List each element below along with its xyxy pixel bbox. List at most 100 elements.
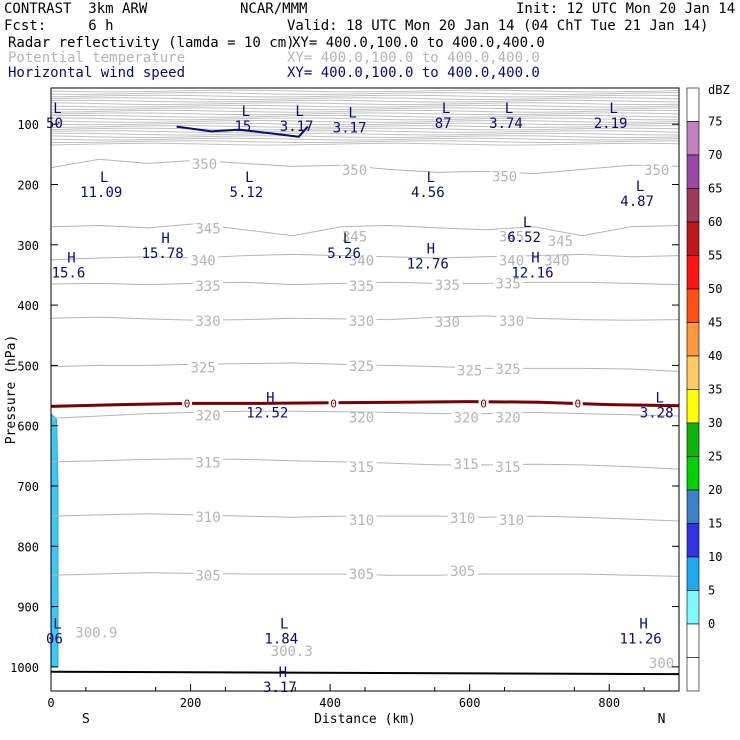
init-time: Init: 12 UTC Mon 20 Jan 14 xyxy=(516,1,736,17)
theta-label-bg xyxy=(489,171,520,185)
extremum-letter: L xyxy=(609,101,617,117)
theta-label: 345 xyxy=(342,230,367,246)
colorbar-level-label: 60 xyxy=(708,215,722,229)
extremum-value: 06 xyxy=(46,632,63,648)
extremum-letter: L xyxy=(348,105,356,121)
theta-label-bg xyxy=(339,231,370,245)
theta-label: 310 xyxy=(195,510,220,526)
theta-label: 350 xyxy=(492,169,517,185)
theta-label-bg xyxy=(193,457,223,471)
forecast-hour: Fcst: 6 h xyxy=(4,18,114,34)
colorbar-level-label: 5 xyxy=(708,584,715,598)
theta-label: 335 xyxy=(195,279,220,295)
theta-label-bg xyxy=(193,410,223,424)
wind-speed-contour xyxy=(176,125,309,138)
colorbar-bin xyxy=(686,255,700,290)
colorbar-bin xyxy=(686,523,700,558)
zero-label: 0 xyxy=(575,397,582,410)
theta-label: 325 xyxy=(495,362,520,378)
colorbar-bin xyxy=(686,188,700,223)
theta-label: 305 xyxy=(450,564,475,580)
theta-label: 325 xyxy=(457,363,482,379)
y-tick-label: 100 xyxy=(17,118,39,132)
theta-label: 315 xyxy=(349,460,374,476)
theta-label-bg xyxy=(545,235,576,249)
theta-label-bg xyxy=(432,317,463,331)
theta-label-bg xyxy=(496,514,527,528)
theta-label-bg xyxy=(339,165,370,179)
theta-label: 300.3 xyxy=(271,644,313,660)
extremum-value: 6.52 xyxy=(507,230,541,246)
extremum-value: 15 xyxy=(234,119,251,135)
theta-label: 315 xyxy=(495,460,520,476)
theta-label-bg xyxy=(346,315,377,329)
colorbar-level-label: 50 xyxy=(708,282,722,296)
extremum-letter: L xyxy=(295,104,303,120)
theta-label-bg xyxy=(641,165,672,179)
theta-label: 310 xyxy=(499,513,524,529)
y-axis-label: Pressure (hPa) xyxy=(4,335,19,445)
theta-upper-line xyxy=(51,132,679,136)
colorbar-level-label: 0 xyxy=(708,617,715,631)
colorbar-bin xyxy=(686,121,700,156)
theta-upper-line xyxy=(51,142,679,146)
theta-upper-line xyxy=(51,119,679,123)
theta-label: 330 xyxy=(435,315,460,331)
extremum-value: 3.17 xyxy=(333,120,367,136)
theta-label: 345 xyxy=(548,234,573,250)
theta-upper-line xyxy=(51,117,679,121)
theta-label: 330 xyxy=(499,314,524,330)
theta-label-bg xyxy=(346,412,377,426)
zero-label: 0 xyxy=(330,397,337,410)
y-tick-label: 700 xyxy=(17,480,39,494)
theta-label: 350 xyxy=(342,163,367,179)
theta-upper-line xyxy=(51,107,679,111)
colorbar-level-label: 25 xyxy=(708,450,722,464)
y-tick-label: 800 xyxy=(17,540,39,554)
extremum-letter: H xyxy=(279,665,287,681)
theta-label-bg xyxy=(268,645,316,659)
valid-time: Valid: 18 UTC Mon 20 Jan 14 (04 ChT Tue … xyxy=(287,18,709,34)
theta-upper-line xyxy=(51,135,679,139)
theta-label: 340 xyxy=(499,254,524,270)
theta-label: 320 xyxy=(195,409,220,425)
zero-label-bg xyxy=(182,397,193,410)
theta-label-bg xyxy=(188,362,219,376)
field-name-reflectivity: Radar reflectivity (lamda = 10 cm) xyxy=(8,35,295,51)
theta-label: 350 xyxy=(192,157,217,173)
theta-label-bg xyxy=(451,412,482,426)
theta-upper-line xyxy=(51,125,679,128)
theta-upper-line xyxy=(51,104,679,108)
colorbar-level-label: 45 xyxy=(708,316,722,330)
extremum-value: 87 xyxy=(435,116,452,132)
theta-contour-345 xyxy=(51,223,679,237)
theta-label-bg xyxy=(189,159,220,173)
x-tick-label: 0 xyxy=(47,696,54,710)
field-xy-wind: XY= 400.0,100.0 to 400.0,400.0 xyxy=(287,65,540,81)
extremum-letter: L xyxy=(505,101,513,117)
colorbar-bin xyxy=(686,221,700,256)
theta-label-bg xyxy=(346,569,377,583)
extremum-letter: H xyxy=(67,251,75,267)
colorbar-level-label: 20 xyxy=(708,483,722,497)
chart-title: CONTRAST 3km ARW xyxy=(4,1,148,17)
theta-label-bg xyxy=(541,255,572,269)
theta-label: 315 xyxy=(454,457,479,473)
x-tick-label: 200 xyxy=(180,696,202,710)
extremum-letter: L xyxy=(427,170,435,186)
theta-label-bg xyxy=(493,461,523,475)
theta-label: 350 xyxy=(644,163,669,179)
theta-label-bg xyxy=(346,461,377,475)
x-axis-label: Distance (km) xyxy=(314,712,416,727)
colorbar-level-label: 65 xyxy=(708,182,722,196)
extremum-letter: L xyxy=(53,617,61,633)
theta-label-bg xyxy=(493,412,523,426)
extremum-letter: H xyxy=(639,617,647,633)
extremum-value: 12.16 xyxy=(511,266,553,282)
theta-label: 330 xyxy=(195,314,220,330)
zero-label: 0 xyxy=(480,397,487,410)
extremum-value: 3.17 xyxy=(263,680,297,696)
theta-label-bg xyxy=(193,223,223,237)
surface-line xyxy=(51,670,679,676)
extremum-value: 11.26 xyxy=(620,632,662,648)
